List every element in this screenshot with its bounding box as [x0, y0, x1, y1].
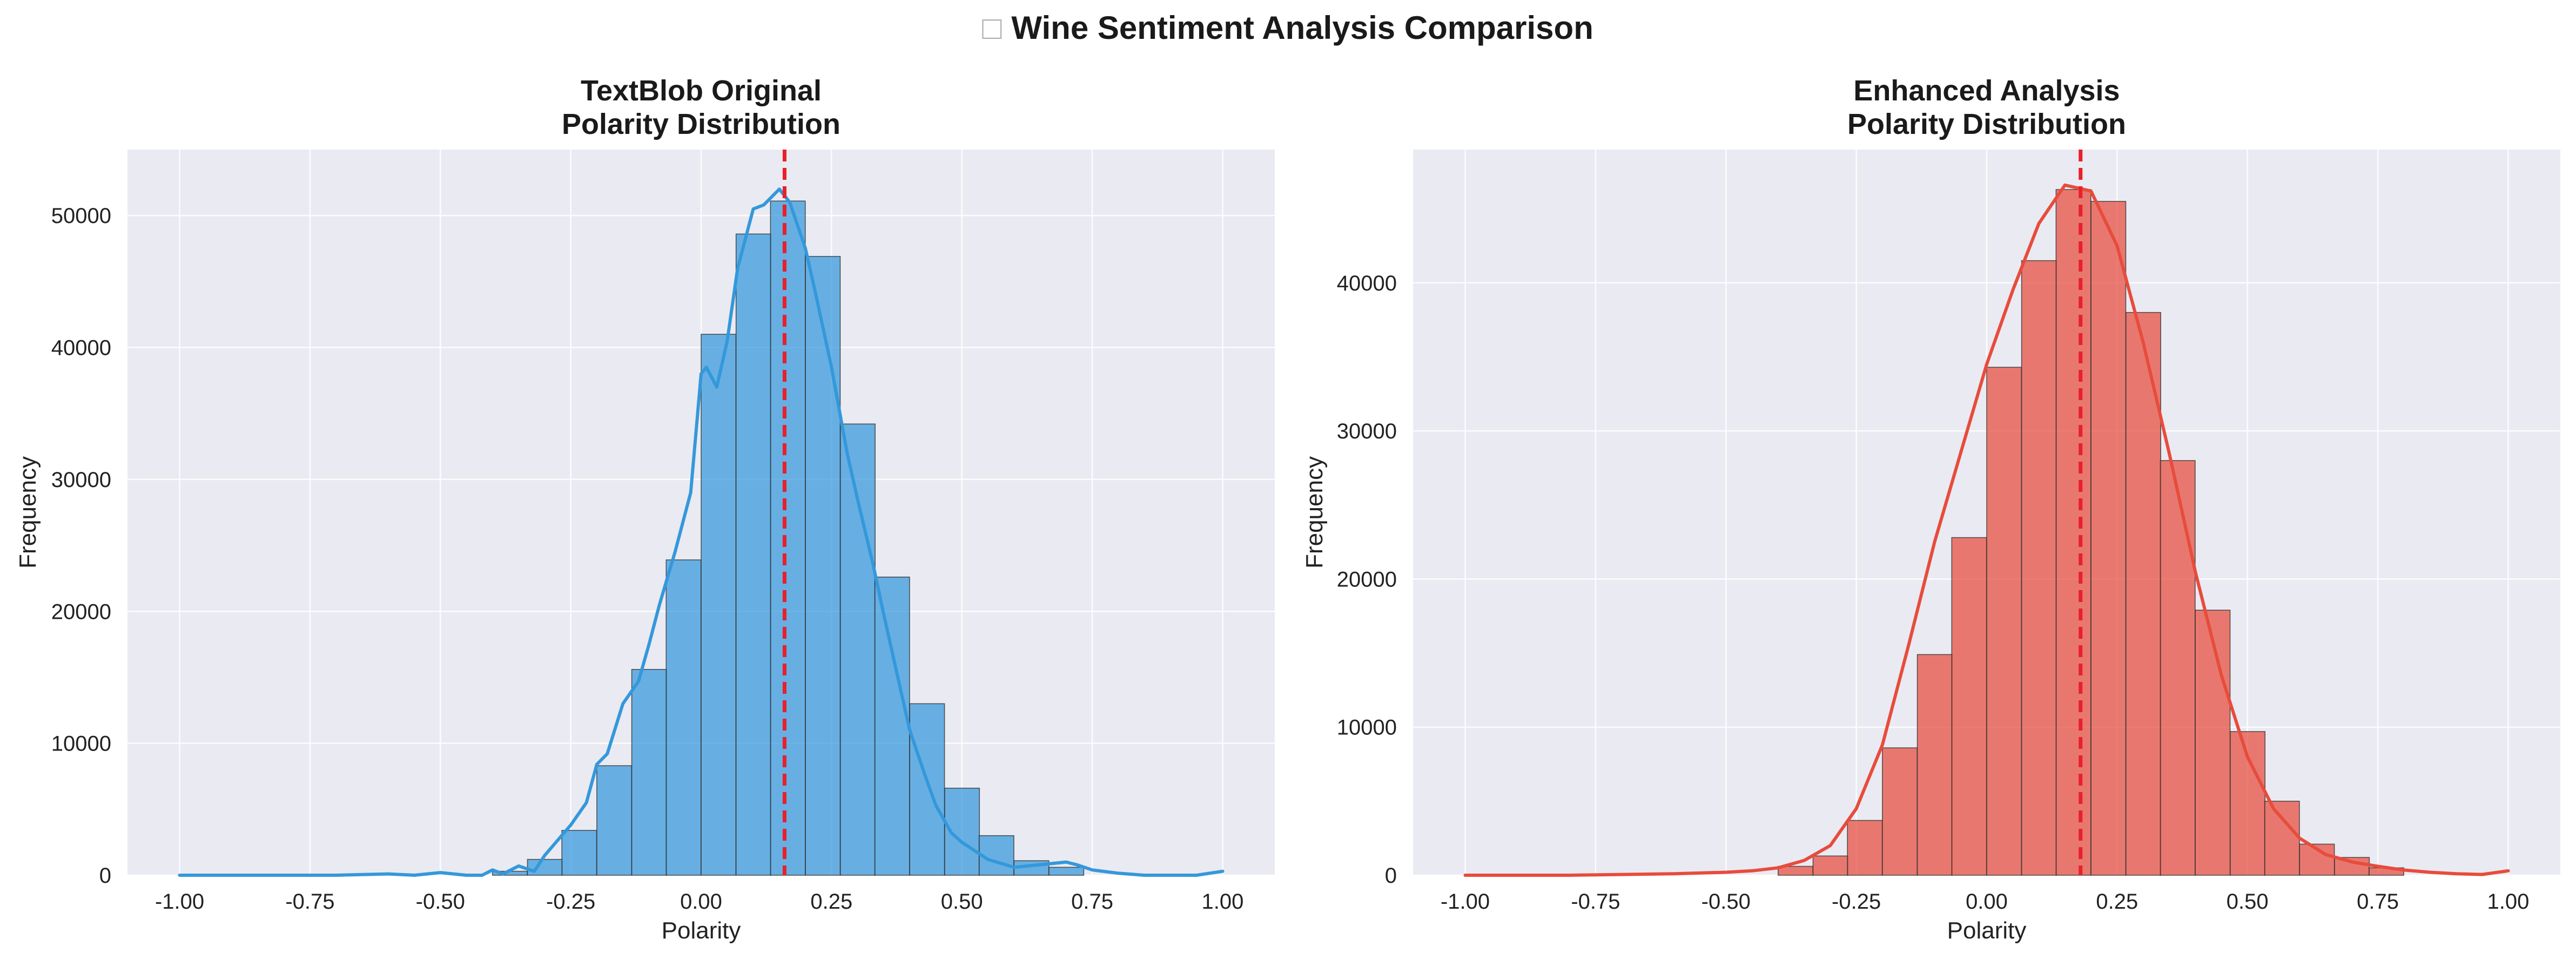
histogram-bar: [2090, 201, 2127, 876]
x-tick-label: 0.50: [2227, 890, 2269, 914]
x-tick-label: 0.75: [2357, 890, 2399, 914]
histogram-bar: [1847, 820, 1883, 876]
x-tick-label: -0.25: [546, 890, 595, 914]
histogram-bar: [1812, 855, 1848, 876]
y-tick-label: 20000: [51, 600, 111, 624]
x-tick-label: 0.25: [2096, 890, 2138, 914]
y-axis-label: Frequency: [1301, 456, 1328, 569]
x-tick-label: 0.00: [680, 890, 722, 914]
histogram-bar: [1986, 367, 2022, 876]
textblob-panel: TextBlob Original Polarity Distribution …: [15, 75, 1275, 944]
histogram-bar: [701, 334, 737, 876]
figure-title-text: Wine Sentiment Analysis Comparison: [1011, 10, 1593, 46]
histogram-bar: [839, 423, 876, 876]
histogram-bar: [561, 830, 597, 876]
x-tick-label: 1.00: [2487, 890, 2530, 914]
x-tick-label: -0.75: [1571, 890, 1620, 914]
y-tick-label: 40000: [1337, 272, 1397, 295]
y-axis-label: Frequency: [15, 456, 41, 569]
histogram-bar: [735, 233, 771, 876]
kde-line: [1463, 183, 2510, 877]
histogram-bar: [527, 858, 563, 876]
histogram-bar: [2264, 801, 2300, 876]
y-tick-label: 30000: [1337, 420, 1397, 443]
x-tick-label: 1.00: [1202, 890, 1244, 914]
y-tick-label: 0: [99, 864, 111, 888]
histogram-bar: [2160, 460, 2196, 876]
x-tick-label: 0.50: [941, 890, 983, 914]
kde-curve: [1463, 183, 2510, 877]
histogram-bar: [770, 200, 806, 876]
y-tick-label: 50000: [51, 204, 111, 228]
y-tick-label: 10000: [51, 732, 111, 756]
kde-curve: [178, 187, 1225, 877]
panel-title-line2: Polarity Distribution: [1847, 108, 2126, 140]
y-tick-label: 40000: [51, 336, 111, 360]
y-tick-label: 0: [1385, 864, 1397, 888]
histogram-bar: [909, 703, 945, 876]
kde-line: [178, 187, 1225, 877]
panel-title-line2: Polarity Distribution: [562, 108, 840, 140]
histogram-bar: [596, 765, 633, 876]
x-axis-ticks: -1.00 -0.75 -0.50 -0.25 0.00 0.25 0.50 0.75 1.00: [155, 890, 1243, 914]
histogram-bar: [1951, 537, 1987, 876]
x-axis-label: Polarity: [662, 917, 741, 944]
histogram-bar: [2125, 312, 2161, 876]
histogram-bar: [2195, 610, 2231, 876]
histogram-bar: [2055, 189, 2091, 876]
x-tick-label: -0.50: [1701, 890, 1751, 914]
histogram-bar: [1882, 747, 1918, 876]
panel-title-line1: Enhanced Analysis: [1853, 75, 2120, 107]
histogram-bar: [1916, 654, 1953, 876]
y-axis-ticks: 0 10000 20000 30000 40000: [1337, 272, 1397, 888]
x-tick-label: -0.75: [285, 890, 334, 914]
x-axis-label: Polarity: [1947, 917, 2027, 944]
x-axis-ticks: -1.00 -0.75 -0.50 -0.25 0.00 0.25 0.50 0.75 1.00: [1441, 890, 2529, 914]
histogram-bar: [631, 668, 667, 876]
x-tick-label: 0.00: [1966, 890, 2008, 914]
figure-title: □ Wine Sentiment Analysis Comparison: [982, 10, 1593, 46]
histogram-bar: [1048, 867, 1085, 876]
x-tick-label: -1.00: [155, 890, 204, 914]
histogram-bar: [978, 835, 1014, 876]
panel-title-line1: TextBlob Original: [581, 75, 822, 107]
y-tick-label: 30000: [51, 468, 111, 492]
histogram-bars: [492, 200, 1085, 876]
x-tick-label: -1.00: [1441, 890, 1490, 914]
enhanced-panel: Enhanced Analysis Polarity Distribution …: [1301, 75, 2560, 944]
x-tick-label: -0.50: [416, 890, 465, 914]
title-icon: □: [982, 10, 1001, 46]
histogram-bar: [805, 256, 841, 876]
y-tick-label: 20000: [1337, 567, 1397, 591]
histogram-bar: [665, 559, 702, 876]
y-tick-label: 10000: [1337, 716, 1397, 740]
x-tick-label: 0.25: [810, 890, 852, 914]
y-axis-ticks: 0 10000 20000 30000 40000 50000: [51, 204, 111, 888]
x-tick-label: -0.25: [1832, 890, 1881, 914]
x-tick-label: 0.75: [1071, 890, 1113, 914]
histogram-bar: [874, 576, 910, 876]
histogram-bars: [1778, 189, 2404, 876]
histogram-bar: [2021, 260, 2057, 876]
